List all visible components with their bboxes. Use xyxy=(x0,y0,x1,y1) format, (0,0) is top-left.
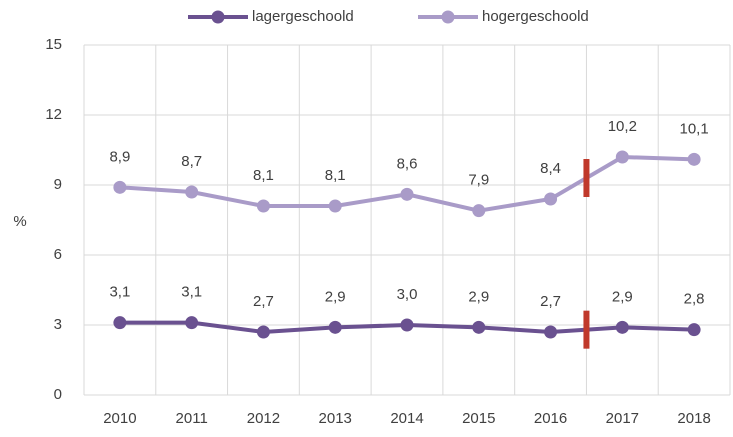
x-tick-label: 2018 xyxy=(677,410,710,427)
y-tick-label: 0 xyxy=(54,386,62,403)
y-tick-label: 15 xyxy=(45,36,62,53)
x-tick-label: 2013 xyxy=(319,410,352,427)
y-axis-label: % xyxy=(13,213,26,230)
data-point xyxy=(687,323,701,337)
data-point xyxy=(256,325,270,339)
series-break xyxy=(583,310,590,349)
legend-marker xyxy=(441,10,455,24)
data-point xyxy=(544,325,558,339)
data-label: 2,9 xyxy=(325,288,346,305)
data-label: 8,7 xyxy=(181,153,202,170)
data-label: 7,9 xyxy=(468,172,489,189)
data-label: 8,1 xyxy=(253,167,274,184)
data-point xyxy=(328,199,342,213)
data-point xyxy=(400,187,414,201)
data-point xyxy=(615,320,629,334)
data-label: 2,9 xyxy=(612,288,633,305)
y-tick-label: 3 xyxy=(54,316,62,333)
data-label: 8,1 xyxy=(325,167,346,184)
data-point xyxy=(687,152,701,166)
data-label: 3,1 xyxy=(109,284,130,301)
x-tick-label: 2016 xyxy=(534,410,567,427)
x-tick-label: 2017 xyxy=(606,410,639,427)
data-point xyxy=(544,192,558,206)
data-label: 2,8 xyxy=(684,291,705,308)
data-label: 10,2 xyxy=(608,118,637,135)
x-tick-label: 2010 xyxy=(103,410,136,427)
data-label: 10,1 xyxy=(680,120,709,137)
y-tick-label: 6 xyxy=(54,246,62,263)
data-label: 8,4 xyxy=(540,160,561,177)
data-label: 2,9 xyxy=(468,288,489,305)
data-point xyxy=(256,199,270,213)
y-tick-label: 9 xyxy=(54,176,62,193)
x-tick-label: 2012 xyxy=(247,410,280,427)
data-point xyxy=(113,180,127,194)
y-tick-label: 12 xyxy=(45,106,62,123)
legend-marker xyxy=(211,10,225,24)
data-label: 3,0 xyxy=(397,286,418,303)
data-point xyxy=(472,204,486,218)
data-point xyxy=(472,320,486,334)
data-point xyxy=(400,318,414,332)
data-point xyxy=(113,316,127,330)
data-label: 8,9 xyxy=(109,148,130,165)
data-point xyxy=(185,316,199,330)
x-tick-label: 2011 xyxy=(176,410,208,427)
data-label: 2,7 xyxy=(253,293,274,310)
legend-label: lagergeschoold xyxy=(252,8,354,25)
series-break xyxy=(583,159,590,197)
legend-label: hogergeschoold xyxy=(482,8,589,25)
data-point xyxy=(615,150,629,164)
x-tick-label: 2015 xyxy=(462,410,495,427)
data-point xyxy=(185,185,199,199)
data-label: 8,6 xyxy=(397,155,418,172)
x-tick-label: 2014 xyxy=(390,410,423,427)
data-label: 2,7 xyxy=(540,293,561,310)
data-point xyxy=(328,320,342,334)
data-label: 3,1 xyxy=(181,284,202,301)
